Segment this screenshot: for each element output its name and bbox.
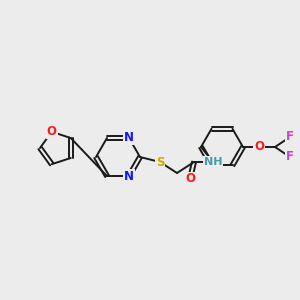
Text: NH: NH xyxy=(204,157,222,167)
Text: N: N xyxy=(124,131,134,144)
Text: N: N xyxy=(124,169,134,183)
Text: O: O xyxy=(254,140,264,154)
Text: O: O xyxy=(185,172,195,185)
Text: O: O xyxy=(47,125,57,138)
Text: S: S xyxy=(156,155,164,169)
Text: F: F xyxy=(286,130,294,143)
Text: F: F xyxy=(286,151,294,164)
